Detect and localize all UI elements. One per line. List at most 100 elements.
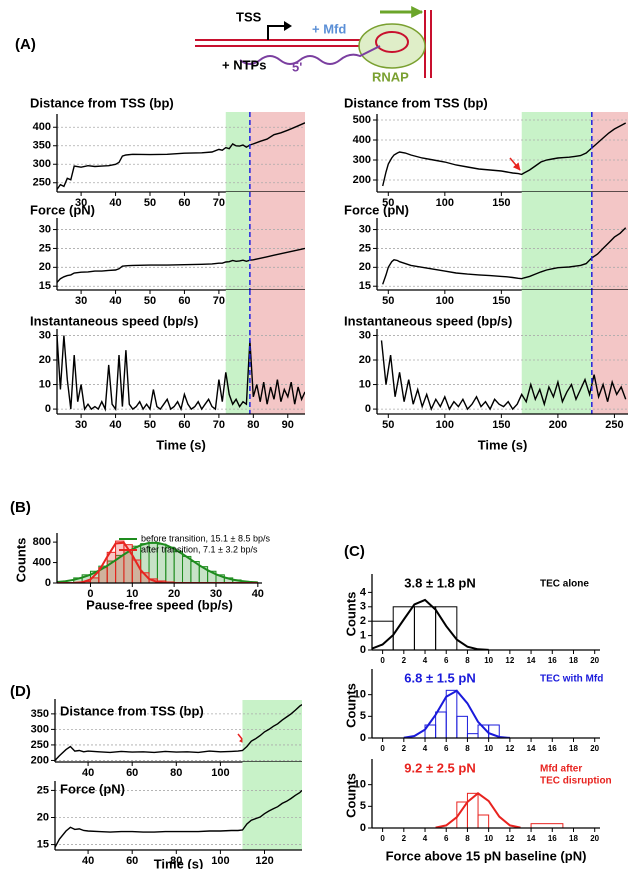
plot-area xyxy=(57,335,305,412)
y-tick-label: 30 xyxy=(39,329,51,341)
y-tick-label: 10 xyxy=(39,378,51,390)
y-tick-label: 250 xyxy=(31,739,49,751)
schematic-label: RNAP xyxy=(372,69,409,84)
histogram-bar xyxy=(372,620,394,650)
histogram-bar xyxy=(488,724,500,738)
y-tick-label: 0 xyxy=(45,403,51,415)
x-tick-label: 250 xyxy=(605,419,623,431)
plot-area xyxy=(380,340,627,412)
y-tick-label: 10 xyxy=(354,779,366,791)
shaded-region xyxy=(521,192,592,290)
histogram-bar xyxy=(530,823,564,828)
histogram-bar xyxy=(115,540,125,583)
x-tick-label: 10 xyxy=(484,656,493,665)
y-tick-label: 20 xyxy=(39,354,51,366)
x-axis-label: Time (s) xyxy=(156,437,206,452)
histogram-bar xyxy=(182,555,192,583)
fit-curve xyxy=(435,792,521,828)
y-tick-label: 30 xyxy=(359,329,371,341)
trace xyxy=(380,340,627,412)
y-tick-label: 15 xyxy=(39,280,51,292)
x-axis-label: Time (s) xyxy=(154,856,204,869)
y-tick-label: 400 xyxy=(33,121,51,133)
y-tick-label: 1 xyxy=(360,630,366,642)
x-tick-label: 40 xyxy=(82,855,94,867)
x-tick-label: 14 xyxy=(527,834,536,843)
x-tick-label: 150 xyxy=(492,419,510,431)
x-tick-label: 150 xyxy=(492,197,510,209)
y-tick-label: 10 xyxy=(359,378,371,390)
x-tick-label: 16 xyxy=(548,744,557,753)
x-tick-label: 50 xyxy=(144,197,156,209)
y-tick-label: 0 xyxy=(360,732,366,744)
x-tick-label: 16 xyxy=(548,834,557,843)
y-tick-label: 15 xyxy=(359,280,371,292)
subplot-title: Force (pN) xyxy=(344,202,409,217)
plot-area xyxy=(382,227,627,285)
histogram-bar xyxy=(477,814,490,828)
y-tick-label: 25 xyxy=(359,242,371,254)
subplot-title: Distance from TSS (bp) xyxy=(344,95,488,110)
y-tick-label: 350 xyxy=(33,140,51,152)
y-tick-label: 10 xyxy=(354,689,366,701)
y-tick-label: 4 xyxy=(360,586,367,598)
y-tick-label: 400 xyxy=(33,556,51,568)
histogram-bar xyxy=(445,689,458,738)
histogram-bar xyxy=(106,551,117,583)
x-tick-label: 8 xyxy=(465,744,470,753)
y-tick-label: 0 xyxy=(360,644,366,656)
x-tick-label: 100 xyxy=(211,855,229,867)
y-tick-label: 30 xyxy=(39,223,51,235)
x-tick-label: 30 xyxy=(75,295,87,307)
x-tick-label: 2 xyxy=(402,834,407,843)
trace xyxy=(55,789,302,848)
trace xyxy=(382,122,627,187)
subplot-title: Force (pN) xyxy=(30,202,95,217)
y-axis-label: Counts xyxy=(343,773,358,818)
legend-label: after transition, 7.1 ± 3.2 bp/s xyxy=(141,544,258,554)
plot-area xyxy=(55,704,302,761)
histogram-bar xyxy=(413,606,437,650)
fit-curve xyxy=(57,541,258,583)
trace xyxy=(382,227,627,285)
plot-area xyxy=(57,122,305,190)
plot-area xyxy=(382,122,627,187)
shaded-region xyxy=(225,192,250,290)
y-tick-label: 20 xyxy=(359,354,371,366)
x-tick-label: 0 xyxy=(380,744,385,753)
fit-curve xyxy=(57,541,258,583)
fit-curve xyxy=(372,598,489,650)
x-tick-label: 8 xyxy=(465,834,470,843)
y-tick-label: 200 xyxy=(31,754,49,766)
x-tick-label: 12 xyxy=(505,656,514,665)
trace xyxy=(55,704,302,761)
schematic xyxy=(195,6,432,78)
subplot-title: Instantaneous speed (bp/s) xyxy=(344,313,512,328)
y-tick-label: 15 xyxy=(37,838,49,850)
shaded-region xyxy=(249,112,305,192)
x-tick-label: 6 xyxy=(444,656,449,665)
y-tick-label: 350 xyxy=(31,708,49,720)
y-tick-label: 5 xyxy=(360,800,366,812)
y-axis-label: Counts xyxy=(13,538,28,583)
x-tick-label: 0 xyxy=(380,656,385,665)
histogram-bar xyxy=(131,559,142,583)
schematic-label: + NTPs xyxy=(222,57,266,72)
x-tick-label: 0 xyxy=(87,588,93,600)
x-tick-label: 60 xyxy=(126,767,138,779)
y-tick-label: 300 xyxy=(353,154,371,166)
x-tick-label: 20 xyxy=(590,834,599,843)
x-tick-label: 12 xyxy=(505,834,514,843)
x-tick-label: 70 xyxy=(213,419,225,431)
y-tick-label: 0 xyxy=(360,822,366,834)
x-tick-label: 40 xyxy=(109,419,121,431)
y-axis-label: Counts xyxy=(343,592,358,637)
shaded-region xyxy=(242,762,302,850)
y-tick-label: 500 xyxy=(353,114,371,126)
x-tick-label: 40 xyxy=(109,295,121,307)
shaded-region xyxy=(521,290,592,414)
x-tick-label: 4 xyxy=(423,744,428,753)
condition-label: TEC with Mfd xyxy=(540,674,603,685)
y-tick-label: 5 xyxy=(360,710,366,722)
